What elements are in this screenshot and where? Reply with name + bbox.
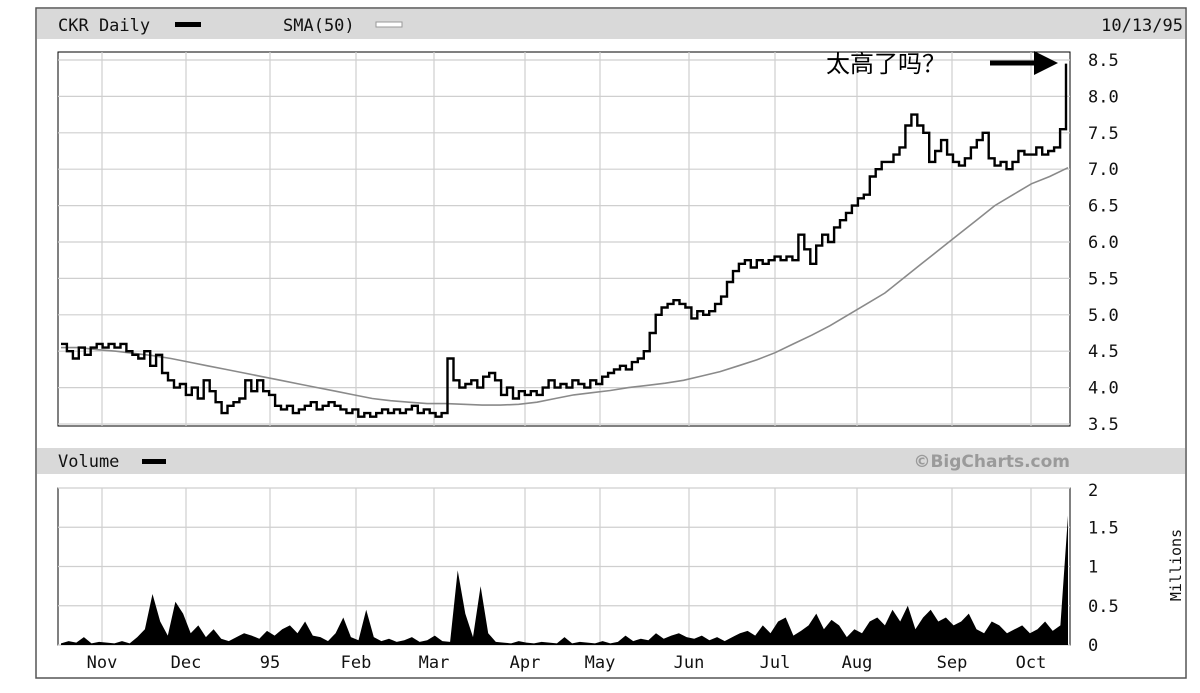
- volume-y-tick-label: 0.5: [1088, 597, 1119, 617]
- annotation-text: 太高了吗？: [826, 50, 946, 78]
- price-grid: [58, 52, 1070, 426]
- x-tick-label: 95: [260, 653, 280, 673]
- x-axis: Nov Dec 95 Feb Mar Apr May Jun Jul Aug Sep Oct: [87, 653, 1047, 673]
- x-tick-label: Jun: [674, 653, 705, 673]
- series-legend-swatch: [175, 22, 201, 27]
- volume-y-axis: 0 0.5 1 1.5 2: [1088, 481, 1119, 656]
- price-y-tick-label: 8.5: [1088, 51, 1119, 71]
- x-tick-label: Aug: [842, 653, 873, 673]
- price-y-axis: 3.5 4.0 4.5 5.0 5.5 6.0 6.5 7.0 7.5 8.0 8.5: [1088, 51, 1119, 435]
- volume-area: [61, 515, 1068, 645]
- price-y-tick-label: 7.5: [1088, 124, 1119, 144]
- sma-50-line: [61, 166, 1069, 406]
- price-y-tick-label: 5.5: [1088, 269, 1119, 289]
- price-y-tick-label: 6.0: [1088, 233, 1119, 253]
- x-tick-label: Feb: [341, 653, 372, 673]
- volume-label: Volume: [58, 452, 119, 472]
- volume-unit-label: Millions: [1167, 529, 1185, 601]
- sma-legend-swatch: [375, 21, 403, 28]
- credit-text: ©BigCharts.com: [913, 452, 1070, 472]
- annotation-arrow: [990, 51, 1058, 75]
- x-tick-label: Dec: [171, 653, 202, 673]
- price-y-tick-label: 7.0: [1088, 160, 1119, 180]
- x-tick-label: Apr: [510, 653, 541, 673]
- sma-label: SMA(50): [283, 16, 355, 36]
- x-tick-label: Oct: [1016, 653, 1047, 673]
- price-y-tick-label: 4.5: [1088, 342, 1119, 362]
- volume-y-tick-label: 1: [1088, 558, 1098, 578]
- volume-header-band: [37, 448, 1185, 474]
- volume-y-tick-label: 1.5: [1088, 518, 1119, 538]
- volume-legend-swatch: [142, 459, 166, 464]
- price-y-tick-label: 3.5: [1088, 415, 1119, 435]
- x-tick-label: Nov: [87, 653, 118, 673]
- price-y-tick-label: 4.0: [1088, 379, 1119, 399]
- price-y-tick-label: 8.0: [1088, 87, 1119, 107]
- x-tick-label: Mar: [419, 653, 450, 673]
- volume-y-tick-label: 2: [1088, 481, 1098, 501]
- price-header-band: [37, 9, 1185, 39]
- x-tick-label: Sep: [937, 653, 968, 673]
- series-label: CKR Daily: [58, 16, 150, 36]
- price-line: [61, 63, 1068, 418]
- x-tick-label: May: [585, 653, 616, 673]
- price-panel: [57, 51, 1071, 427]
- price-y-tick-label: 5.0: [1088, 306, 1119, 326]
- volume-y-tick-label: 0: [1088, 636, 1098, 656]
- x-tick-label: Jul: [760, 653, 791, 673]
- price-y-tick-label: 6.5: [1088, 197, 1119, 217]
- chart-date: 10/13/95: [1101, 16, 1183, 36]
